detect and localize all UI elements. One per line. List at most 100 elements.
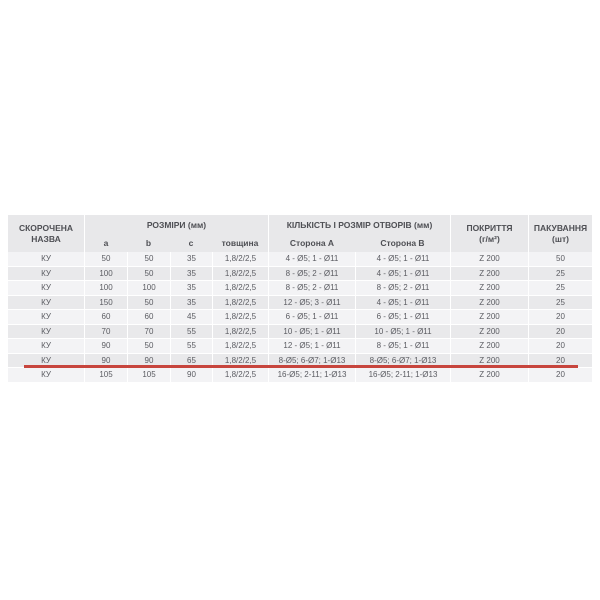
cell-coating: Z 200: [450, 295, 528, 309]
table-row: КУ 105 105 90 1,8/2/2,5 16-Ø5; 2-11; 1-Ø…: [8, 368, 592, 383]
header-coating-line1: ПОКРИТТЯ: [466, 222, 513, 233]
cell-short-name: КУ: [41, 283, 51, 293]
table-body: КУ 50 50 35 1,8/2/2,5 4 - Ø5; 1 - Ø11 4 …: [8, 252, 592, 383]
cell-thickness: 1,8/2/2,5: [212, 281, 268, 295]
header-sub-thickness: товщина: [221, 238, 259, 249]
header-sub-b: b: [145, 238, 152, 249]
cell-thickness: 1,8/2/2,5: [212, 353, 268, 367]
cell-coating: Z 200: [450, 252, 528, 266]
cell-packaging: 25: [528, 266, 592, 280]
table-row: КУ 50 50 35 1,8/2/2,5 4 - Ø5; 1 - Ø11 4 …: [8, 252, 592, 267]
cell-packaging: 20: [528, 353, 592, 367]
header-sub-a: a: [84, 235, 127, 252]
cell-packaging: 20: [528, 310, 592, 324]
spec-table: СКОРОЧЕНА НАЗВА РОЗМІРИ (мм) a b c товщи…: [8, 215, 592, 383]
cell-b: 60: [127, 310, 170, 324]
cell-side-a: 8 - Ø5; 2 - Ø11: [268, 266, 355, 280]
cell-b: 90: [127, 353, 170, 367]
cell-coating: Z 200: [450, 339, 528, 353]
cell-c: 55: [170, 324, 212, 338]
cell-b: 70: [127, 324, 170, 338]
table-row: КУ 150 50 35 1,8/2/2,5 12 - Ø5; 3 - Ø11 …: [8, 295, 592, 310]
header-sub-side-b: Сторона В: [380, 238, 425, 249]
table-row: КУ 90 50 55 1,8/2/2,5 12 - Ø5; 1 - Ø11 8…: [8, 339, 592, 354]
cell-short-name: КУ: [41, 312, 51, 322]
cell-coating: Z 200: [450, 324, 528, 338]
cell-a: 70: [84, 324, 127, 338]
table-row: КУ 100 50 35 1,8/2/2,5 8 - Ø5; 2 - Ø11 4…: [8, 266, 592, 281]
header-group-holes: КІЛЬКІСТЬ І РОЗМІР ОТВОРІВ (мм): [268, 215, 450, 235]
cell-coating: Z 200: [450, 266, 528, 280]
cell-short-name: КУ: [41, 326, 51, 336]
cell-c: 65: [170, 353, 212, 367]
cell-c: 35: [170, 266, 212, 280]
cell-coating: Z 200: [450, 281, 528, 295]
cell-thickness: 1,8/2/2,5: [212, 368, 268, 382]
header-packaging: ПАКУВАННЯ (шт): [528, 215, 592, 252]
cell-thickness: 1,8/2/2,5: [212, 252, 268, 266]
header-group-dimensions: РОЗМІРИ (мм): [84, 215, 268, 235]
cell-packaging: 50: [528, 252, 592, 266]
cell-a: 105: [84, 368, 127, 382]
cell-a: 150: [84, 295, 127, 309]
cell-side-b: 16-Ø5; 2-11; 1-Ø13: [355, 368, 450, 382]
cell-short-name: КУ: [41, 355, 51, 365]
cell-c: 35: [170, 252, 212, 266]
cell-b: 100: [127, 281, 170, 295]
cell-packaging: 20: [528, 339, 592, 353]
highlight-underline: [24, 365, 578, 368]
cell-a: 90: [84, 353, 127, 367]
cell-side-b: 10 - Ø5; 1 - Ø11: [355, 324, 450, 338]
cell-side-a: 4 - Ø5; 1 - Ø11: [268, 252, 355, 266]
cell-b: 50: [127, 295, 170, 309]
cell-a: 90: [84, 339, 127, 353]
cell-side-b: 8 - Ø5; 2 - Ø11: [355, 281, 450, 295]
cell-coating: Z 200: [450, 368, 528, 382]
header-short-name-line2: НАЗВА: [31, 233, 61, 244]
cell-c: 55: [170, 339, 212, 353]
cell-side-a: 12 - Ø5; 1 - Ø11: [268, 339, 355, 353]
header-coating: ПОКРИТТЯ (г/м²): [450, 215, 528, 252]
cell-thickness: 1,8/2/2,5: [212, 266, 268, 280]
cell-b: 50: [127, 339, 170, 353]
cell-b: 105: [127, 368, 170, 382]
cell-short-name: КУ: [41, 254, 51, 264]
header-sub-c: c: [188, 238, 194, 249]
cell-packaging: 20: [528, 324, 592, 338]
cell-thickness: 1,8/2/2,5: [212, 339, 268, 353]
cell-thickness: 1,8/2/2,5: [212, 324, 268, 338]
table-header: СКОРОЧЕНА НАЗВА РОЗМІРИ (мм) a b c товщи…: [8, 215, 592, 252]
cell-side-a: 8 - Ø5; 2 - Ø11: [268, 281, 355, 295]
header-packaging-line1: ПАКУВАННЯ: [533, 222, 588, 233]
cell-a: 100: [84, 281, 127, 295]
cell-a: 60: [84, 310, 127, 324]
cell-thickness: 1,8/2/2,5: [212, 310, 268, 324]
header-coating-line2: (г/м²): [479, 233, 500, 244]
cell-side-b: 6 - Ø5; 1 - Ø11: [355, 310, 450, 324]
cell-side-b: 8 - Ø5; 1 - Ø11: [355, 339, 450, 353]
cell-packaging: 25: [528, 295, 592, 309]
cell-side-a: 8-Ø5; 6-Ø7; 1-Ø13: [268, 353, 355, 367]
cell-coating: Z 200: [450, 310, 528, 324]
cell-packaging: 25: [528, 281, 592, 295]
cell-side-a: 10 - Ø5; 1 - Ø11: [268, 324, 355, 338]
cell-short-name: КУ: [41, 268, 51, 278]
cell-short-name: КУ: [41, 341, 51, 351]
header-short-name-line1: СКОРОЧЕНА: [18, 222, 74, 233]
cell-b: 50: [127, 266, 170, 280]
cell-side-a: 6 - Ø5; 1 - Ø11: [268, 310, 355, 324]
cell-side-b: 8-Ø5; 6-Ø7; 1-Ø13: [355, 353, 450, 367]
cell-a: 100: [84, 266, 127, 280]
cell-b: 50: [127, 252, 170, 266]
header-packaging-line2: (шт): [552, 233, 569, 244]
cell-c: 45: [170, 310, 212, 324]
table-row: КУ 100 100 35 1,8/2/2,5 8 - Ø5; 2 - Ø11 …: [8, 281, 592, 296]
cell-short-name: КУ: [41, 297, 51, 307]
cell-side-b: 4 - Ø5; 1 - Ø11: [355, 252, 450, 266]
cell-packaging: 20: [528, 368, 592, 382]
cell-side-a: 12 - Ø5; 3 - Ø11: [268, 295, 355, 309]
cell-thickness: 1,8/2/2,5: [212, 295, 268, 309]
cell-side-b: 4 - Ø5; 1 - Ø11: [355, 295, 450, 309]
cell-coating: Z 200: [450, 353, 528, 367]
table-row: КУ 60 60 45 1,8/2/2,5 6 - Ø5; 1 - Ø11 6 …: [8, 310, 592, 325]
